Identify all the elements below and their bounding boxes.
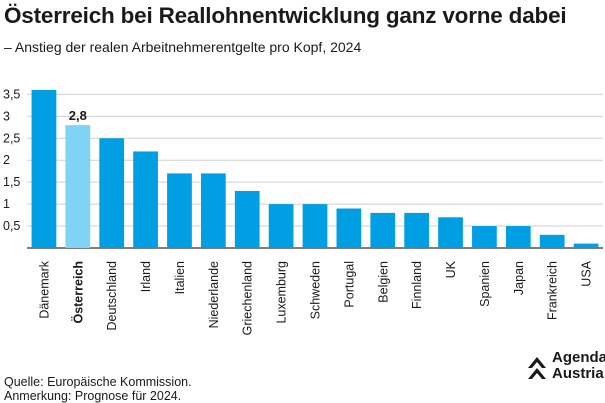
agenda-austria-logo-icon: [528, 357, 546, 379]
logo-text-line1: Agenda: [552, 349, 605, 366]
y-tick-label: 3,5: [3, 87, 20, 101]
bar: [472, 226, 497, 248]
bar: [200, 173, 226, 248]
bar: [302, 204, 328, 248]
bar: [336, 208, 362, 248]
footnote: Anmerkung: Prognose für 2024.: [4, 389, 182, 403]
bar: [404, 212, 430, 248]
x-tick-label: Frankreich: [546, 261, 560, 320]
data-label: 2,8: [69, 108, 87, 123]
logo-text-line2: Austria: [552, 365, 604, 382]
x-tick-label: Japan: [512, 261, 526, 295]
bar: [234, 190, 260, 248]
x-tick-label: Schweden: [309, 261, 323, 319]
source-note: Quelle: Europäische Kommission.: [4, 375, 192, 389]
y-tick-label: 0,5: [3, 219, 20, 233]
bar: [438, 217, 463, 248]
chart-title: Österreich bei Reallohnentwicklung ganz …: [4, 3, 567, 28]
y-tick-label: 1,5: [3, 175, 20, 189]
bar: [370, 212, 396, 248]
bar: [167, 173, 192, 248]
x-tick-label: Griechenland: [241, 261, 255, 335]
bar: [99, 138, 125, 248]
x-tick-label: Italien: [173, 261, 187, 294]
x-tick-label: Irland: [139, 261, 153, 292]
chart-subtitle: – Anstieg der realen Arbeitnehmerentgelt…: [4, 39, 362, 55]
x-tick-label: Niederlande: [207, 261, 221, 328]
bar: [573, 243, 599, 248]
y-tick-label: 1: [3, 197, 10, 211]
x-tick-label: UK: [444, 260, 458, 278]
y-tick-label: 2,5: [3, 131, 20, 145]
x-tick-label: Dänemark: [37, 260, 51, 318]
bar: [505, 226, 531, 248]
bar: [539, 234, 565, 248]
y-tick-label: 2: [3, 153, 10, 167]
agenda-austria-logo: Agenda Austria: [527, 349, 605, 386]
x-tick-label: Spanien: [478, 261, 492, 307]
bar: [268, 204, 294, 248]
bar: [31, 90, 57, 248]
x-tick-label: Finnland: [410, 261, 424, 309]
y-tick-label: 3: [3, 109, 10, 123]
bar: [133, 151, 158, 248]
x-tick-label: Luxemburg: [275, 261, 289, 324]
x-tick-label: Deutschland: [105, 261, 119, 331]
x-tick-label: Portugal: [342, 261, 356, 308]
bar: [65, 125, 91, 248]
x-tick-label: Belgien: [376, 261, 390, 303]
x-tick-label: Österreich: [70, 261, 85, 324]
x-tick-label: USA: [580, 260, 594, 286]
